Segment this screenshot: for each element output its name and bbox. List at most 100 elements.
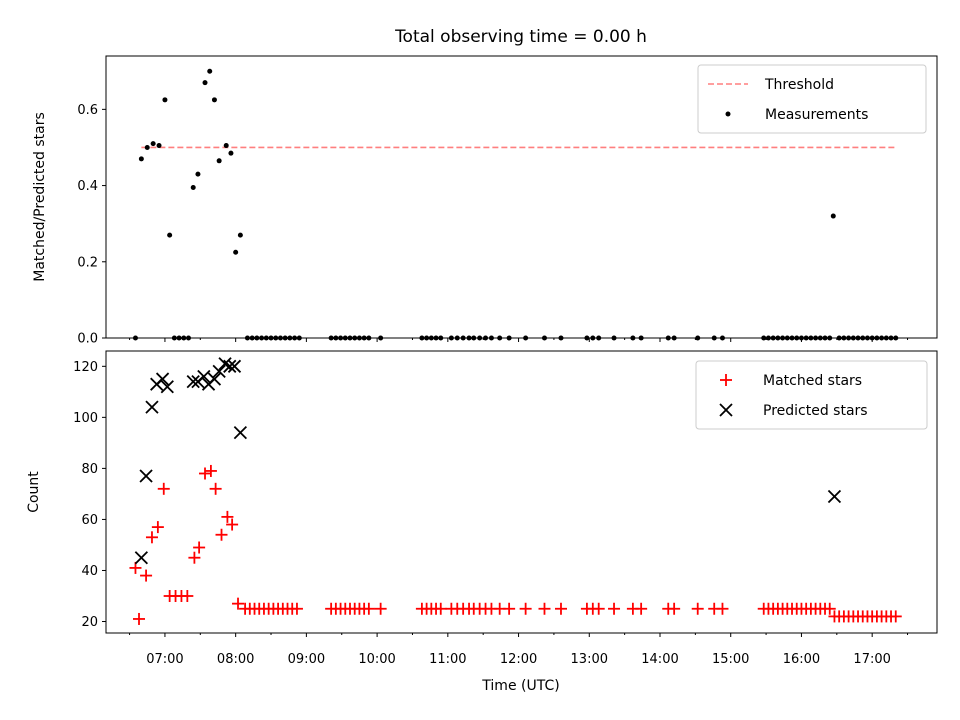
matched-star-point <box>129 561 142 574</box>
x-tick-label: 10:00 <box>358 652 395 667</box>
y-tick-label: 0.6 <box>77 103 98 118</box>
measurement-point <box>162 97 168 103</box>
x-tick-label: 12:00 <box>500 652 537 667</box>
x-tick-label: 11:00 <box>429 652 466 667</box>
bottom-legend: Matched stars Predicted stars <box>695 360 928 430</box>
matched-star-point <box>362 602 375 615</box>
y-tick-label: 20 <box>81 615 98 630</box>
legend-predicted-label: Predicted stars <box>763 403 868 419</box>
legend-threshold-label: Threshold <box>764 77 834 93</box>
x-axis-label: Time (UTC) <box>481 678 559 694</box>
measurement-point <box>216 158 222 164</box>
measurement-point <box>144 144 150 150</box>
measurement-point <box>190 184 196 190</box>
measurement-point <box>156 143 162 149</box>
predicted-star-point <box>212 364 226 379</box>
measurement-point <box>167 232 173 238</box>
measurement-point <box>211 97 217 103</box>
bottom-plot-area <box>129 357 902 625</box>
y-tick-label: 60 <box>81 513 98 528</box>
legend-matched-swatch <box>720 374 732 386</box>
top-axes-frame <box>105 55 938 339</box>
matched-star-point <box>188 551 201 564</box>
matched-star-point <box>538 602 551 615</box>
matched-star-point <box>145 531 158 544</box>
matched-star-point <box>133 612 146 625</box>
matched-star-point <box>193 541 206 554</box>
top-y-axis: 0.0 0.2 0.4 0.6 <box>77 103 106 347</box>
predicted-star-point <box>145 400 159 414</box>
matched-star-point <box>199 467 212 480</box>
matched-star-point <box>519 602 532 615</box>
bottom-y-axis-label: Count <box>26 471 42 513</box>
legend-measurements-swatch <box>725 111 731 117</box>
x-tick-label: 15:00 <box>712 652 749 667</box>
y-tick-label: 0.2 <box>77 255 98 270</box>
y-tick-label: 40 <box>81 564 98 579</box>
matched-star-point <box>215 528 228 541</box>
matched-star-point <box>374 602 387 615</box>
predicted-star-point <box>160 380 174 394</box>
matched-star-point <box>151 521 164 534</box>
top-x-axis <box>129 338 909 342</box>
bottom-y-axis: 20 40 60 80 100 120 <box>73 360 106 630</box>
predicted-star-point <box>827 489 842 504</box>
measurement-point <box>237 232 243 238</box>
matched-star-point <box>716 602 729 615</box>
measurement-point <box>223 143 229 149</box>
top-y-axis-label: Matched/Predicted stars <box>32 112 48 282</box>
legend-matched-label: Matched stars <box>763 373 862 389</box>
matched-star-point <box>140 569 153 582</box>
bottom-axes-frame <box>105 350 938 634</box>
measurement-point <box>830 213 836 219</box>
measurement-point <box>233 249 239 255</box>
predicted-star-point <box>233 426 248 440</box>
matched-star-point <box>232 597 245 610</box>
bottom-x-axis: 07:00 08:00 09:00 10:00 11:00 12:00 13:00 14:00… <box>129 633 909 667</box>
predicted-star-point <box>227 359 242 373</box>
predicted-star-point <box>134 551 148 565</box>
matched-star-point <box>554 602 567 615</box>
bottom-panel: 20 40 60 80 100 120 07:00 08:00 09:00 10:00 11:00… <box>26 350 938 694</box>
matched-star-point <box>592 602 605 615</box>
measurement-point <box>202 80 208 86</box>
matched-star-point <box>181 589 194 602</box>
predicted-star-point <box>155 372 170 386</box>
matched-star-point <box>434 602 447 615</box>
matched-star-point <box>608 602 621 615</box>
predicted-star-point <box>186 374 200 389</box>
x-tick-label: 09:00 <box>288 652 325 667</box>
x-tick-label: 13:00 <box>571 652 608 667</box>
legend-measurements-label: Measurements <box>765 107 868 123</box>
top-legend-box <box>697 64 927 134</box>
measurement-point <box>150 141 156 147</box>
x-tick-label: 17:00 <box>853 652 890 667</box>
y-tick-label: 0.4 <box>77 179 98 194</box>
measurement-point <box>228 150 234 156</box>
matched-star-point <box>668 602 681 615</box>
predicted-star-point <box>207 372 222 386</box>
measurement-point <box>138 156 144 162</box>
matched-star-point <box>889 610 902 623</box>
bottom-legend-box <box>695 360 928 430</box>
measurement-point <box>195 171 201 177</box>
matched-star-point <box>823 602 836 615</box>
y-tick-label: 80 <box>81 462 98 477</box>
predicted-star-point <box>139 469 153 483</box>
measurement-point <box>207 68 213 74</box>
predicted-star-point <box>197 369 211 384</box>
matched-star-point <box>290 602 303 615</box>
x-tick-label: 14:00 <box>641 652 678 667</box>
legend-predicted-swatch <box>719 403 733 417</box>
matched-star-point <box>635 602 648 615</box>
matched-star-point <box>204 464 217 477</box>
top-panel: Total observing time = 0.00 h 0.00.20.40… <box>32 27 938 347</box>
chart-title: Total observing time = 0.00 h <box>394 27 647 47</box>
matched-star-point <box>209 482 222 495</box>
y-tick-label: 120 <box>73 360 98 375</box>
y-tick-label: 100 <box>73 411 98 426</box>
x-tick-label: 16:00 <box>783 652 820 667</box>
x-tick-label: 07:00 <box>146 652 183 667</box>
matched-star-point <box>221 510 234 523</box>
matched-star-point <box>503 602 516 615</box>
